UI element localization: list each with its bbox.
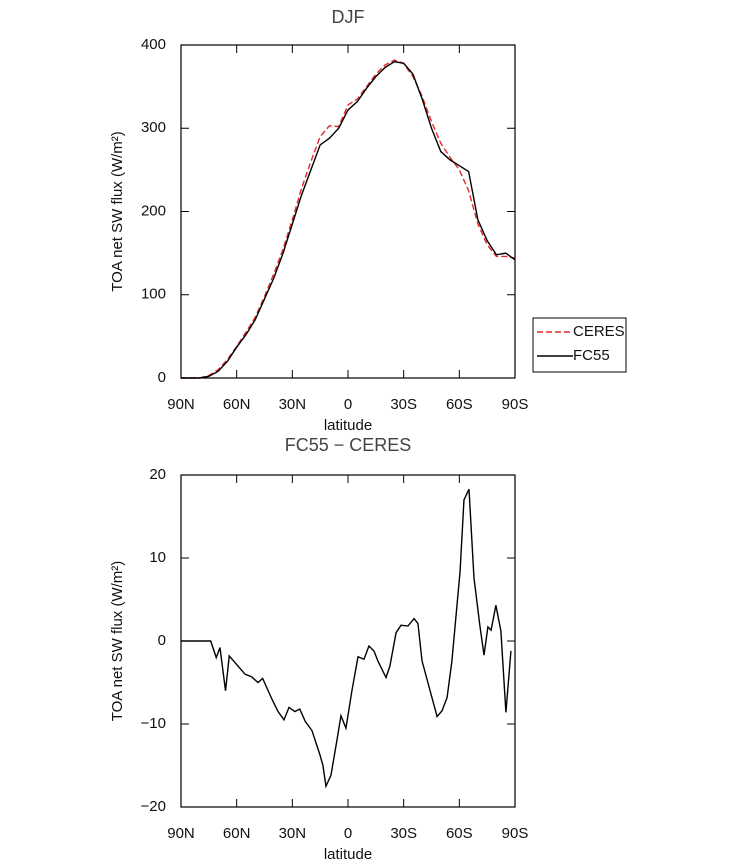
y-tick-label: 10	[149, 549, 166, 566]
x-tick-label: 30N	[279, 825, 307, 842]
y-tick-label: 200	[141, 202, 166, 219]
y-tick-label: 20	[149, 466, 166, 483]
x-tick-label: 30S	[390, 396, 417, 413]
chart-title: DJF	[332, 7, 365, 27]
y-tick-label: −10	[141, 715, 166, 732]
y-axis-label: TOA net SW flux (W/m²)	[109, 561, 126, 722]
y-tick-label: 100	[141, 286, 166, 303]
legend-label: FC55	[573, 347, 610, 364]
x-tick-label: 90N	[167, 825, 195, 842]
y-tick-label: 400	[141, 36, 166, 53]
x-tick-label: 90S	[502, 825, 529, 842]
x-axis-label: latitude	[324, 846, 372, 863]
y-tick-label: 0	[158, 632, 166, 649]
x-tick-label: 30N	[279, 396, 307, 413]
y-tick-label: −20	[141, 798, 166, 815]
data-line	[181, 59, 516, 379]
x-tick-label: 60N	[223, 396, 251, 413]
legend-box	[532, 317, 627, 373]
x-tick-label: 30S	[390, 825, 417, 842]
legend-label: CERES	[573, 323, 625, 340]
plot-frame	[180, 44, 516, 379]
x-tick-label: 0	[344, 396, 352, 413]
x-axis-label: latitude	[324, 417, 372, 434]
data-line	[181, 488, 512, 789]
x-tick-label: 60S	[446, 825, 473, 842]
x-tick-label: 60N	[223, 825, 251, 842]
chart-title: FC55 − CERES	[285, 435, 412, 455]
x-tick-label: 0	[344, 825, 352, 842]
x-tick-label: 90N	[167, 396, 195, 413]
data-line	[181, 60, 516, 379]
y-tick-label: 0	[158, 369, 166, 386]
x-tick-label: 60S	[446, 396, 473, 413]
plot-frame	[180, 474, 516, 808]
x-tick-label: 90S	[502, 396, 529, 413]
y-tick-label: 300	[141, 119, 166, 136]
y-axis-label: TOA net SW flux (W/m²)	[109, 131, 126, 292]
